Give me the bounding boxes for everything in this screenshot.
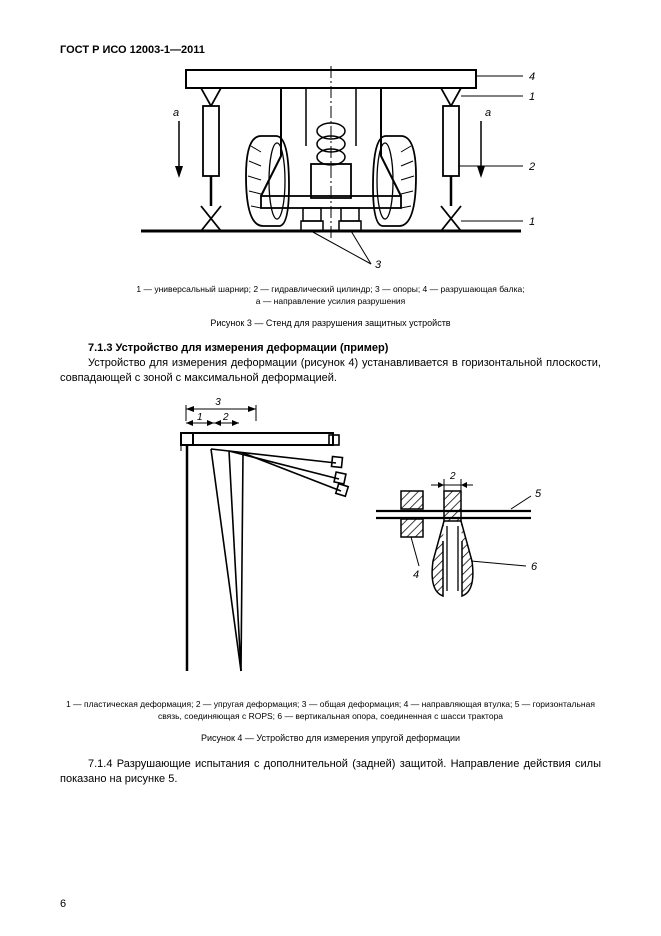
page: ГОСТ Р ИСО 12003-1—2011 4 — [0, 0, 661, 936]
fig4-label-2: 2 — [222, 412, 229, 423]
fig3-label-1b: 1 — [529, 216, 535, 228]
figure-3: 4 1 2 1 — [60, 66, 601, 276]
doc-header: ГОСТ Р ИСО 12003-1—2011 — [60, 44, 601, 56]
fig4-label-5: 5 — [535, 488, 542, 500]
fig3-label-4: 4 — [529, 71, 535, 83]
fig3-label-a-left: а — [173, 107, 179, 119]
section-713-title: 7.1.3 Устройство для измерения деформаци… — [88, 342, 601, 354]
fig3-label-2: 2 — [528, 161, 535, 173]
fig4-label-3: 3 — [215, 397, 221, 408]
figure-4-legend: 1 — пластическая деформация; 2 — упругая… — [60, 699, 601, 723]
fig3-label-a-right: а — [485, 107, 491, 119]
figure-3-legend: 1 — универсальный шарнир; 2 — гидравличе… — [60, 284, 601, 308]
fig4-label-4: 4 — [412, 569, 418, 581]
figure-4-caption: Рисунок 4 — Устройство для измерения упр… — [60, 733, 601, 743]
figure-3-caption: Рисунок 3 — Стенд для разрушения защитны… — [60, 318, 601, 328]
fig3-label-3: 3 — [375, 259, 382, 271]
section-714-text: 7.1.4 Разрушающие испытания с дополнител… — [60, 757, 601, 787]
figure-4-svg: 3 1 2 — [111, 391, 551, 691]
page-number: 6 — [60, 898, 66, 910]
fig4-label-1: 1 — [197, 412, 203, 423]
section-713-text: Устройство для измерения деформации (рис… — [60, 356, 601, 386]
fig4-label-2b: 2 — [449, 471, 456, 482]
figure-3-svg: 4 1 2 1 — [111, 66, 551, 276]
fig4-label-6: 6 — [531, 561, 538, 573]
fig3-label-1a: 1 — [529, 91, 535, 103]
figure-4: 3 1 2 — [60, 391, 601, 691]
